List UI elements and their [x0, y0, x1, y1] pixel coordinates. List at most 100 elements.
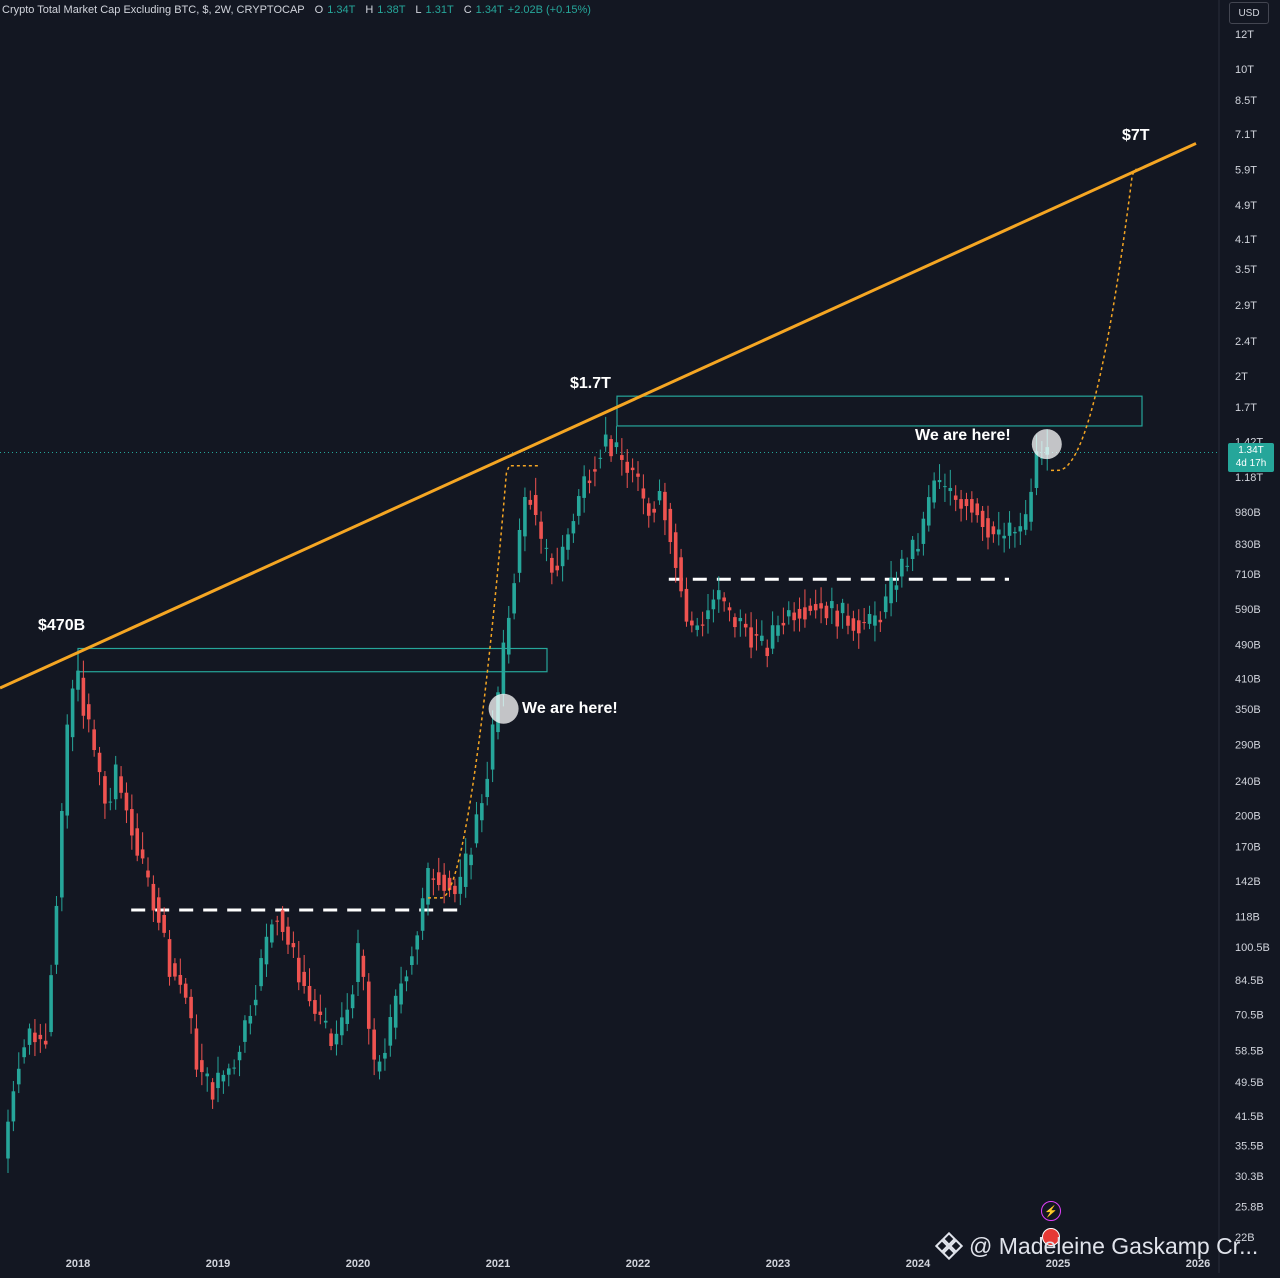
- candle-body: [603, 434, 608, 447]
- x-tick-label: 2019: [206, 1258, 230, 1270]
- symbol-legend: Crypto Total Market Cap Excluding BTC, $…: [2, 4, 591, 16]
- candle-body: [22, 1047, 26, 1058]
- candle-body: [668, 508, 673, 543]
- watermark: @ Madeleine Gaskamp Cr...: [935, 1232, 1258, 1260]
- y-tick-label: 142B: [1235, 876, 1261, 888]
- candle-body: [539, 521, 543, 539]
- candle-body: [980, 510, 985, 528]
- candle-body: [786, 610, 791, 617]
- x-tick-label: 2024: [906, 1258, 931, 1270]
- candle-body: [183, 983, 188, 998]
- candle-body: [609, 439, 613, 457]
- bar-countdown: 4d 17h: [1235, 458, 1267, 469]
- candle-body: [415, 935, 420, 950]
- y-tick-label: 25.8B: [1235, 1202, 1264, 1214]
- candle-body: [270, 924, 274, 943]
- candle-body: [366, 981, 371, 1029]
- y-tick-label: 7.1T: [1235, 129, 1257, 141]
- candle-body: [173, 963, 177, 977]
- candle-body: [743, 623, 748, 628]
- candle-body: [646, 503, 651, 516]
- x-axis: 2018 2019 2020 2021 2022 2023 2024 2025 2026: [66, 1258, 1210, 1270]
- candle-body: [657, 491, 662, 501]
- candle-body: [119, 776, 123, 793]
- y-tick-label: 1.18T: [1235, 472, 1263, 484]
- candle-body: [803, 607, 807, 620]
- candle-body: [937, 480, 942, 483]
- candle-body: [501, 642, 506, 695]
- candle-body: [248, 1015, 253, 1024]
- y-tick-label: 84.5B: [1235, 975, 1264, 987]
- flag-icon[interactable]: [1042, 1228, 1060, 1246]
- candle-body: [673, 532, 678, 568]
- candle-body: [921, 518, 926, 544]
- y-tick-label: 100.5B: [1235, 942, 1270, 954]
- candle-body: [156, 897, 161, 923]
- candle-body: [146, 870, 150, 878]
- candle-body: [517, 529, 522, 573]
- candle-body: [38, 1034, 43, 1040]
- candle-body: [11, 1091, 16, 1122]
- candle-body: [883, 596, 888, 613]
- y-tick-label: 1.7T: [1235, 402, 1257, 414]
- candle-body: [830, 601, 834, 609]
- candle-body: [226, 1068, 231, 1075]
- symbol-title: Crypto Total Market Cap Excluding BTC, $…: [2, 4, 305, 16]
- high-value: 1.38T: [377, 4, 406, 16]
- candle-body: [318, 1011, 323, 1016]
- candle-body: [700, 624, 705, 626]
- candle-body: [194, 1028, 199, 1070]
- candle-body: [760, 635, 764, 641]
- candle-body: [722, 597, 726, 602]
- candle-body: [878, 619, 883, 623]
- candle-body: [135, 828, 140, 856]
- candle-body: [684, 588, 689, 622]
- candle-body: [614, 442, 619, 448]
- y-tick-label: 710B: [1235, 569, 1261, 581]
- candle-body: [291, 943, 296, 948]
- candle-body: [259, 958, 263, 987]
- candle-body: [905, 565, 910, 567]
- candle-body: [792, 612, 796, 621]
- candle-body: [264, 936, 269, 965]
- annotation-470b: $470B: [38, 617, 85, 634]
- candle-body: [754, 634, 759, 636]
- candle-body: [453, 885, 457, 895]
- lightning-icon[interactable]: ⚡: [1041, 1201, 1061, 1221]
- candle-body: [630, 467, 635, 471]
- candle-body: [873, 615, 877, 626]
- candle-body: [776, 625, 780, 636]
- candle-body: [469, 854, 473, 866]
- y-tick-label: 240B: [1235, 776, 1261, 788]
- candle-body: [86, 704, 91, 720]
- candle-body: [92, 729, 96, 751]
- y-tick-label: 4.1T: [1235, 234, 1257, 246]
- candle-body: [447, 877, 452, 891]
- candle-body: [329, 1033, 333, 1046]
- candle-body: [996, 529, 1001, 535]
- candle-body: [485, 778, 490, 798]
- candle-body: [458, 876, 463, 894]
- candle-body: [943, 486, 947, 488]
- candle-body: [964, 499, 969, 507]
- candle-body: [113, 764, 118, 800]
- y-tick-label: 12T: [1235, 29, 1254, 41]
- candle-body: [307, 985, 312, 1002]
- high-label: H: [365, 4, 374, 16]
- x-tick-label: 2018: [66, 1258, 90, 1270]
- y-tick-label: 70.5B: [1235, 1010, 1264, 1022]
- candle-body: [124, 792, 129, 811]
- candle-body: [824, 605, 829, 619]
- y-tick-label: 3.5T: [1235, 264, 1257, 276]
- y-tick-label: 41.5B: [1235, 1111, 1264, 1123]
- resistance-zone-2018: [77, 647, 548, 673]
- candle-body: [862, 622, 866, 624]
- candle-body: [33, 1032, 37, 1043]
- open-label: O: [314, 4, 324, 16]
- candle-body: [593, 469, 597, 472]
- candle-body: [625, 461, 630, 473]
- change-value: +2.02B (+0.15%): [507, 4, 591, 16]
- currency-button[interactable]: USD: [1229, 2, 1269, 24]
